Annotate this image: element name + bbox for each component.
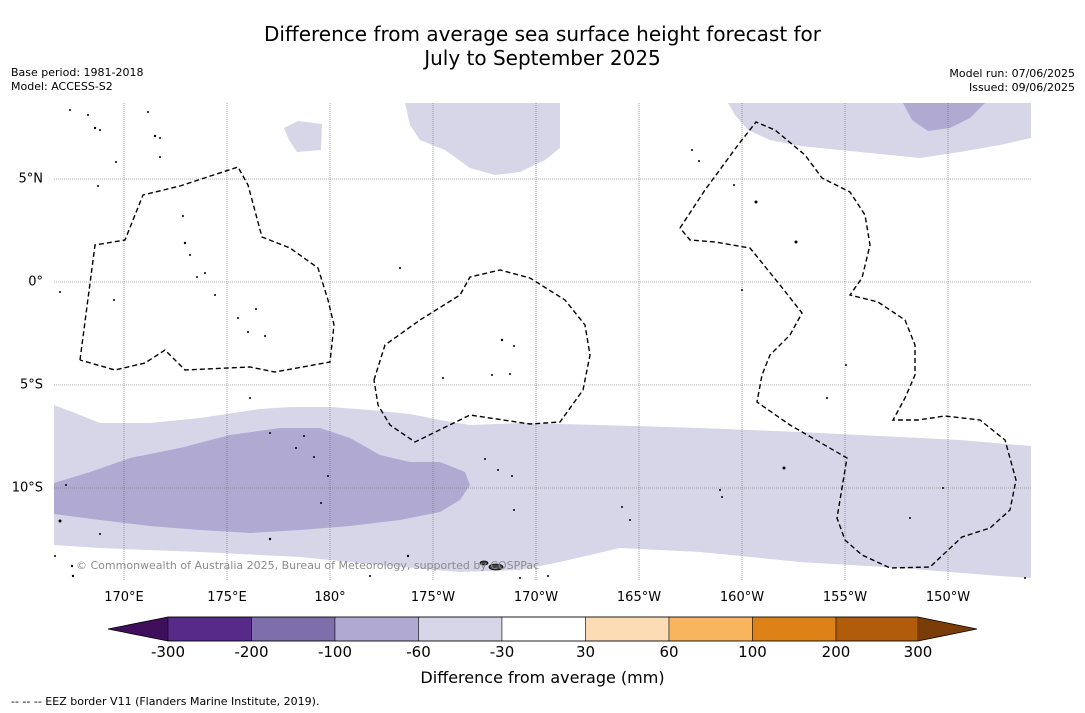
- lon-label: 170°E: [104, 590, 144, 605]
- lon-label: 170°W: [513, 590, 559, 605]
- colorbar-tick-label: 200: [821, 643, 851, 661]
- lon-label: 155°W: [822, 590, 868, 605]
- colorbar-segment: [835, 616, 919, 642]
- colorbar-tick-label: 30: [575, 643, 596, 661]
- colorbar-segment: [501, 616, 586, 642]
- white-bottom-strip: [54, 545, 1031, 580]
- model-run-date: Model run: 07/06/2025: [949, 67, 1075, 80]
- colorbar-tick-label: -200: [234, 643, 269, 661]
- colorbar-segment: [418, 616, 503, 642]
- map-area: [54, 103, 1031, 580]
- meta-left: Base period: 1981-2018 Model: ACCESS-S2: [11, 66, 143, 94]
- map-title: Difference from average sea surface heig…: [0, 22, 1085, 70]
- anomaly-blob-north-east-dark: [903, 103, 985, 131]
- model-name: Model: ACCESS-S2: [11, 80, 113, 93]
- copyright-notice: © Commonwealth of Australia 2025, Bureau…: [76, 559, 540, 572]
- colorbar-tick-label: -30: [489, 643, 515, 661]
- anomaly-blob-south-dark: [54, 428, 470, 533]
- colorbar-tick-label: -300: [150, 643, 186, 661]
- lon-label: 175°W: [410, 590, 456, 605]
- colorbar-extend-right: [918, 617, 977, 641]
- colorbar-segment: [251, 616, 336, 642]
- issued-date: Issued: 09/06/2025: [968, 81, 1075, 94]
- lat-label: 0°: [28, 274, 43, 290]
- colorbar-segment: [167, 616, 252, 642]
- lon-label: 160°W: [719, 590, 765, 605]
- colorbar-segment: [334, 616, 419, 642]
- colorbar-tick-label: 60: [659, 643, 679, 661]
- colorbar-segment: [585, 616, 670, 642]
- lat-label: 10°S: [11, 480, 43, 496]
- title-line-1: Difference from average sea surface heig…: [263, 22, 822, 46]
- colorbar-outline: [107, 616, 978, 642]
- anomaly-blob-north-small: [284, 121, 322, 152]
- colorbar-tick-label: 100: [738, 643, 767, 661]
- anomaly-blob-north-center: [405, 103, 560, 175]
- colorbar-segment: [668, 616, 753, 642]
- base-period: Base period: 1981-2018: [11, 66, 144, 79]
- islands: [54, 109, 1026, 579]
- colorbar-segment: [752, 616, 837, 642]
- lat-label: 5°N: [18, 171, 44, 187]
- gridlines: [54, 103, 1031, 580]
- title-line-2: July to September 2025: [424, 46, 661, 70]
- colorbar-title: Difference from average (mm): [420, 668, 665, 687]
- colorbar-extend-left: [108, 617, 168, 641]
- colorbar-tick-label: -60: [406, 643, 431, 661]
- meta-right: Model run: 07/06/2025 Issued: 09/06/2025: [949, 67, 1075, 95]
- lon-label: 165°W: [616, 590, 662, 605]
- colorbar-tick-label: -100: [317, 643, 353, 661]
- colorbar-tick-label: 300: [903, 643, 933, 661]
- eez-legend-note: -- -- -- EEZ border V11 (Flanders Marine…: [11, 695, 320, 708]
- colorbar: [107, 616, 978, 642]
- lon-label: 180°: [314, 590, 346, 605]
- lon-label: 175°E: [207, 590, 247, 605]
- lat-label: 5°S: [19, 377, 43, 393]
- lon-label: 150°W: [925, 590, 971, 605]
- eez-borders: [79, 121, 1017, 569]
